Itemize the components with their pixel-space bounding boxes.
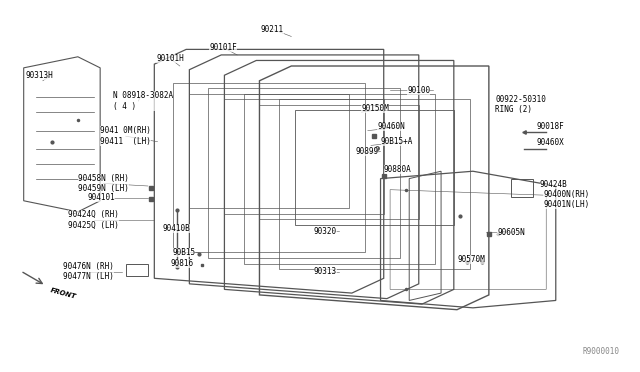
Text: 90460N: 90460N <box>378 122 405 131</box>
Text: 90410B: 90410B <box>163 224 190 233</box>
Text: 90460X: 90460X <box>537 138 564 147</box>
Text: R9000010: R9000010 <box>582 347 620 356</box>
Text: FRONT: FRONT <box>49 288 77 300</box>
Text: 90570M: 90570M <box>457 255 484 264</box>
Text: 90313: 90313 <box>314 267 337 276</box>
Text: 90150M: 90150M <box>362 104 389 113</box>
Text: 90816: 90816 <box>170 259 193 268</box>
Text: 90100: 90100 <box>407 86 431 94</box>
Text: 90424B: 90424B <box>540 180 568 189</box>
Text: 90211: 90211 <box>260 25 284 33</box>
Text: N 08918-3082A
( 4 ): N 08918-3082A ( 4 ) <box>113 92 173 111</box>
Text: 90605N: 90605N <box>497 228 525 237</box>
Text: 90018F: 90018F <box>537 122 564 131</box>
Text: 90B15: 90B15 <box>172 248 195 257</box>
Text: 90880A: 90880A <box>384 165 412 174</box>
Text: 9041 0M(RH)
90411  (LH): 9041 0M(RH) 90411 (LH) <box>100 126 151 146</box>
Text: 90320: 90320 <box>314 227 337 235</box>
Text: 90899: 90899 <box>355 147 378 156</box>
Text: 90101F: 90101F <box>209 43 237 52</box>
Text: 90424Q (RH)
90425Q (LH): 90424Q (RH) 90425Q (LH) <box>68 210 119 230</box>
Text: 904101: 904101 <box>88 193 115 202</box>
Text: 90476N (RH)
90477N (LH): 90476N (RH) 90477N (LH) <box>63 262 114 281</box>
Text: 90101H: 90101H <box>156 54 184 63</box>
Text: 90313H: 90313H <box>26 71 53 80</box>
Text: 90458N (RH)
90459N (LH): 90458N (RH) 90459N (LH) <box>78 174 129 193</box>
Text: 90B15+A: 90B15+A <box>381 137 413 146</box>
Text: 00922-50310
RING (2): 00922-50310 RING (2) <box>495 95 546 115</box>
Text: 90400N(RH)
90401N(LH): 90400N(RH) 90401N(LH) <box>543 190 589 209</box>
